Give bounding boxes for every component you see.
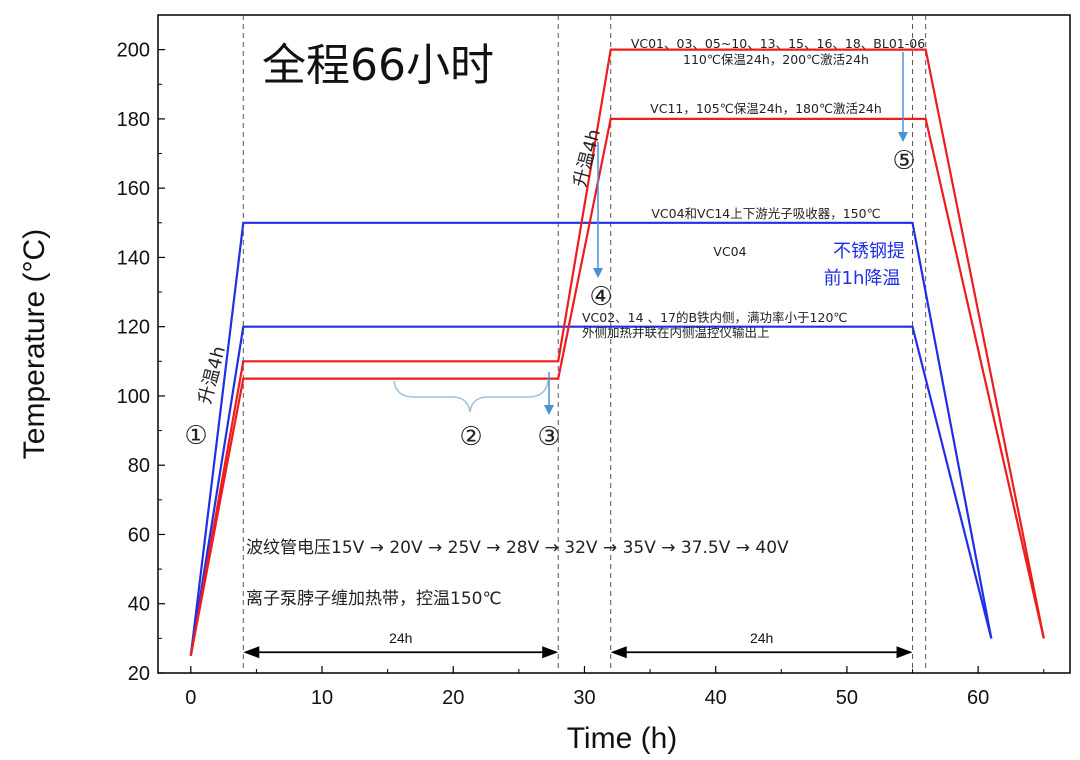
step-marker-4: ④ (589, 282, 612, 312)
span-arrow-left (243, 646, 260, 659)
x-tick-label: 60 (967, 687, 989, 709)
series-line-1 (189, 221, 993, 656)
annotation-vc02-line2: 外侧加热并联在内侧温控仪输出上 (582, 325, 770, 340)
arrow-step-3 (544, 372, 554, 415)
series-line-3 (189, 48, 1045, 656)
axis-ticks: 0 10 20 30 40 50 60 20 40 60 80 100 120 140 160 180 200 (117, 40, 1045, 709)
y-tick-label: 160 (117, 178, 150, 200)
arrow-step-5 (898, 52, 908, 142)
annotation-cooldown-line2: 前1h降温 (824, 268, 901, 289)
series-line-2 (189, 325, 993, 656)
x-tick-label: 50 (836, 687, 858, 709)
y-tick-label: 20 (128, 663, 150, 685)
brace-hold-period (393, 380, 549, 413)
annotation-cooldown-line1: 不锈钢提 (833, 241, 905, 262)
annotation-vc04: VC04 (713, 244, 746, 259)
span-arrow-right (896, 646, 913, 659)
x-axis-title: Time (h) (567, 722, 678, 755)
annotation-vc01-desc: 110℃保温24h，200℃激活24h (683, 52, 869, 67)
annotation-vc01-list: VC01、03、05~10、13、15、16、18、BL01-06 (631, 36, 925, 51)
annotation-bellows-voltage: 波纹管电压15V → 20V → 25V → 28V → 32V → 35V →… (246, 538, 789, 558)
step-marker-5: ⑤ (892, 146, 915, 176)
y-axis-title: Temperature (°C) (18, 229, 51, 459)
step-marker-3: ③ (537, 422, 560, 452)
arrow-step-4 (593, 142, 603, 278)
x-tick-label: 0 (185, 687, 196, 709)
step-marker-1: ① (184, 421, 207, 451)
plot-frame (157, 14, 1071, 674)
x-tick-label: 40 (705, 687, 727, 709)
y-tick-label: 120 (117, 317, 150, 339)
annotation-vc04-vc14: VC04和VC14上下游光子吸收器，150℃ (651, 206, 880, 221)
span-label-2: 24h (750, 630, 773, 646)
chart-title: 全程66小时 (262, 40, 494, 91)
span-arrow-right (542, 646, 559, 659)
y-tick-label: 80 (128, 455, 150, 477)
annotation-ion-pump: 离子泵脖子缠加热带，控温150℃ (246, 589, 502, 609)
vertical-dashed-lines (242, 15, 927, 673)
y-tick-label: 180 (117, 109, 150, 131)
y-tick-label: 60 (128, 524, 150, 546)
x-tick-label: 20 (442, 687, 464, 709)
y-tick-label: 140 (117, 247, 150, 269)
x-tick-label: 10 (311, 687, 333, 709)
annotation-ramp-2: 升温4h (570, 127, 606, 189)
annotation-vc02-line1: VC02、14 、17的B铁内侧，满功率小于120℃ (582, 310, 847, 325)
series-lines (189, 48, 1045, 656)
annotation-vc11: VC11，105℃保温24h，180℃激活24h (650, 101, 882, 116)
span-label-1: 24h (389, 630, 412, 646)
x-tick-label: 30 (573, 687, 595, 709)
span-arrow-left (610, 646, 627, 659)
series-line-4 (189, 117, 1045, 656)
y-tick-label: 40 (128, 594, 150, 616)
y-tick-label: 100 (117, 386, 150, 408)
duration-spans: 24h 24h (243, 630, 913, 659)
step-marker-2: ② (459, 422, 482, 452)
y-tick-label: 200 (117, 40, 150, 62)
